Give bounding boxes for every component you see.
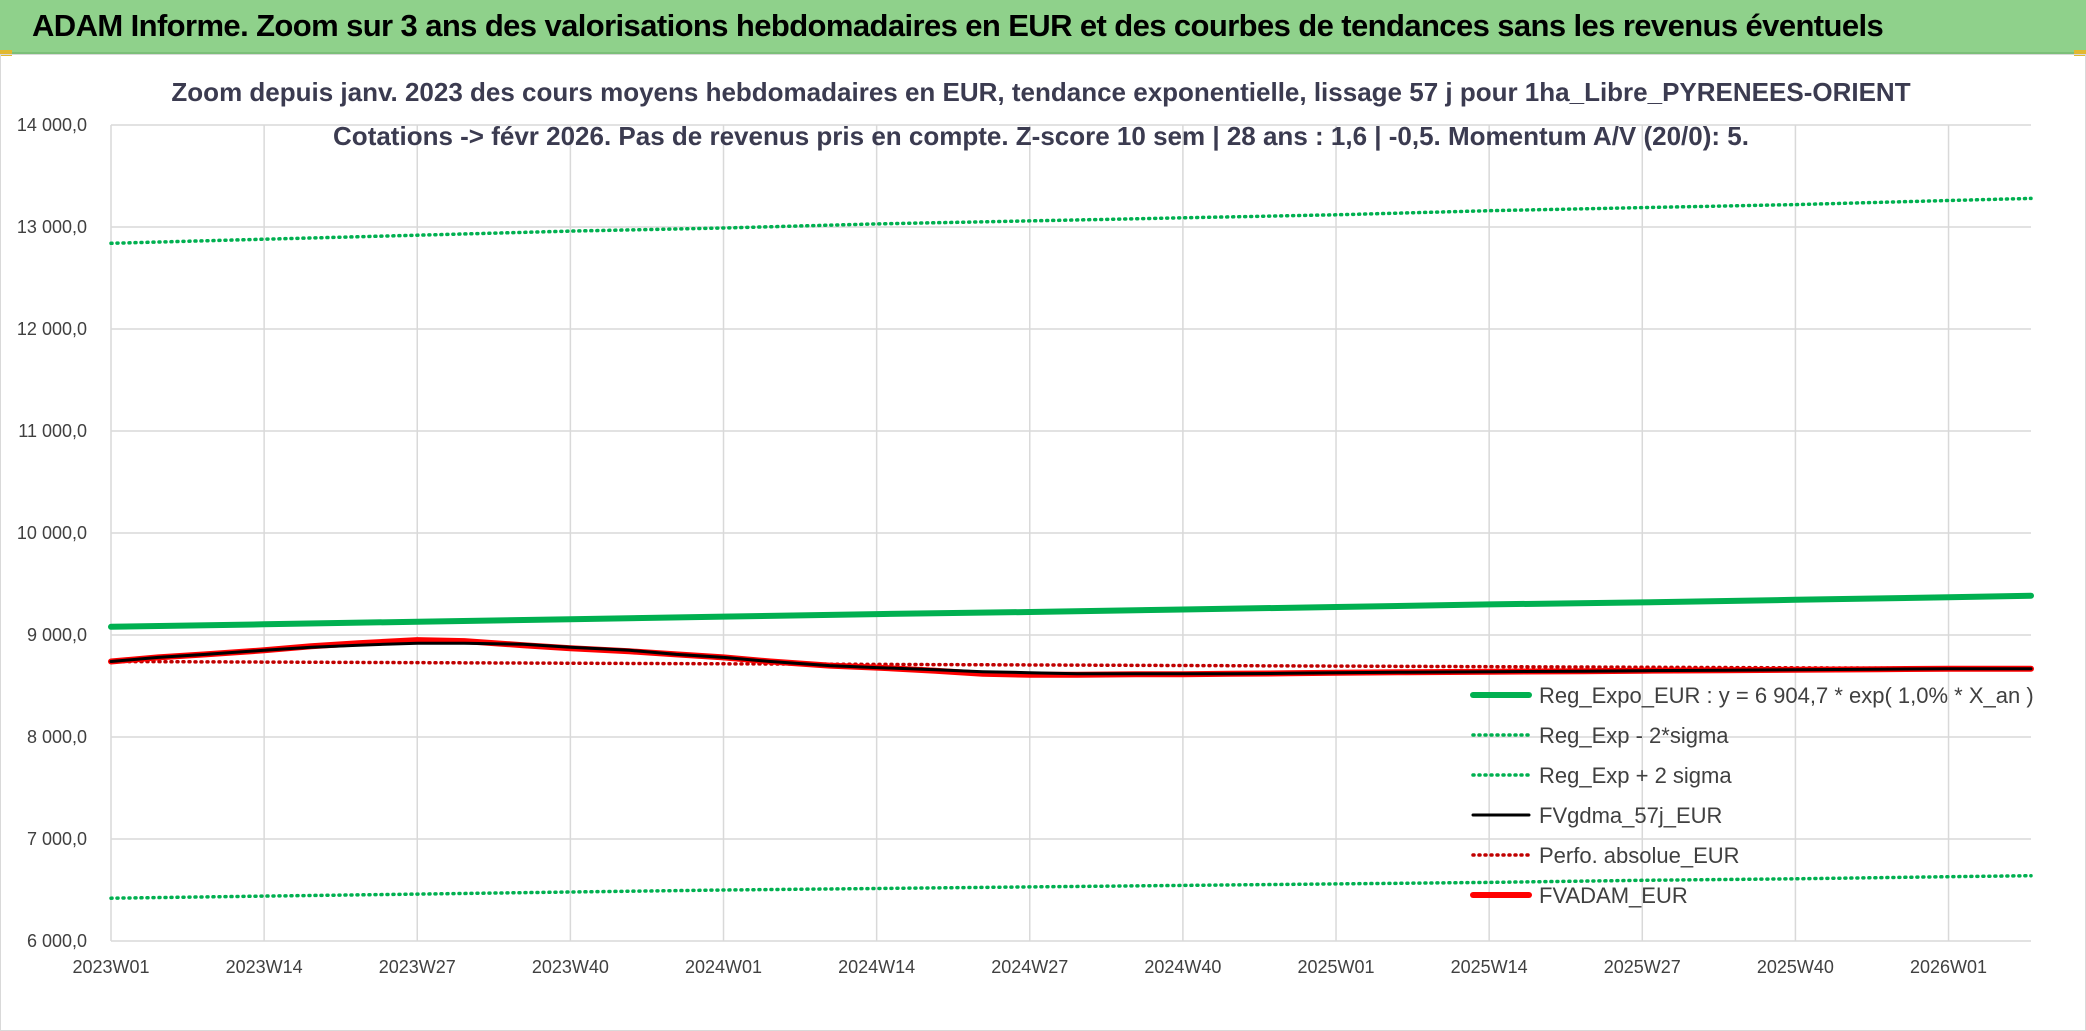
x-tick-label: 2025W27 (1604, 957, 1681, 977)
series-line-reg-exp (109, 873, 2033, 900)
legend-label: Perfo. absolue_EUR (1539, 843, 1740, 868)
y-tick-label: 7 000,0 (27, 829, 87, 849)
x-tick-label: 2024W14 (838, 957, 915, 977)
y-tick-label: 6 000,0 (27, 931, 87, 951)
legend-label: FVADAM_EUR (1539, 883, 1688, 908)
report-header (0, 0, 2086, 54)
y-tick-label: 10 000,0 (17, 523, 87, 543)
y-tick-label: 8 000,0 (27, 727, 87, 747)
x-tick-label: 2024W01 (685, 957, 762, 977)
x-tick-label: 2023W40 (532, 957, 609, 977)
series-line-reg-expo-eur (108, 592, 2034, 630)
report-title: ADAM Informe. Zoom sur 3 ans des valoris… (32, 8, 1884, 43)
x-tick-label: 2025W01 (1297, 957, 1374, 977)
legend-label: Reg_Expo_EUR : y = 6 904,7 * exp( 1,0% *… (1539, 683, 2034, 708)
x-tick-label: 2024W40 (1144, 957, 1221, 977)
x-tick-label: 2024W27 (991, 957, 1068, 977)
legend-label: Reg_Exp + 2 sigma (1539, 763, 1732, 788)
x-tick-label: 2026W01 (1910, 957, 1987, 977)
header-corner-mark-left (0, 50, 12, 56)
chart-series (108, 196, 2034, 900)
x-tick-label: 2025W40 (1757, 957, 1834, 977)
chart-frame: Zoom depuis janv. 2023 des cours moyens … (0, 54, 2086, 1031)
x-tick-label: 2023W01 (72, 957, 149, 977)
legend-label: FVgdma_57j_EUR (1539, 803, 1722, 828)
x-axis-ticks: 2023W01 2023W14 2023W27 2023W40 2024W01 2024W… (72, 957, 1987, 977)
y-tick-label: 14 000,0 (17, 115, 87, 135)
x-tick-label: 2025W14 (1451, 957, 1528, 977)
series-line-fvgdma-57j-eur (109, 641, 2033, 676)
legend-label: Reg_Exp - 2*sigma (1539, 723, 1729, 748)
y-tick-label: 12 000,0 (17, 319, 87, 339)
x-tick-label: 2023W27 (379, 957, 456, 977)
chart-legend: Reg_Expo_EUR : y = 6 904,7 * exp( 1,0% *… (1470, 683, 2034, 908)
x-tick-label: 2023W14 (226, 957, 303, 977)
y-tick-label: 13 000,0 (17, 217, 87, 237)
series-line-reg-exp (109, 196, 2033, 246)
line-chart: Zoom depuis janv. 2023 des cours moyens … (17, 77, 2034, 977)
header-corner-mark-right (2074, 50, 2086, 56)
chart-title-line-1: Zoom depuis janv. 2023 des cours moyens … (171, 77, 1910, 107)
y-axis-ticks: 6 000,0 7 000,0 8 000,0 9 000,0 10 000,0 11 0… (17, 115, 87, 951)
chart-title-line-2: Cotations -> févr 2026. Pas de revenus p… (333, 121, 1749, 151)
series-line-perfo- (109, 659, 2033, 671)
y-tick-label: 11 000,0 (18, 421, 87, 441)
chart-grid (110, 124, 2031, 942)
y-tick-label: 9 000,0 (27, 625, 87, 645)
